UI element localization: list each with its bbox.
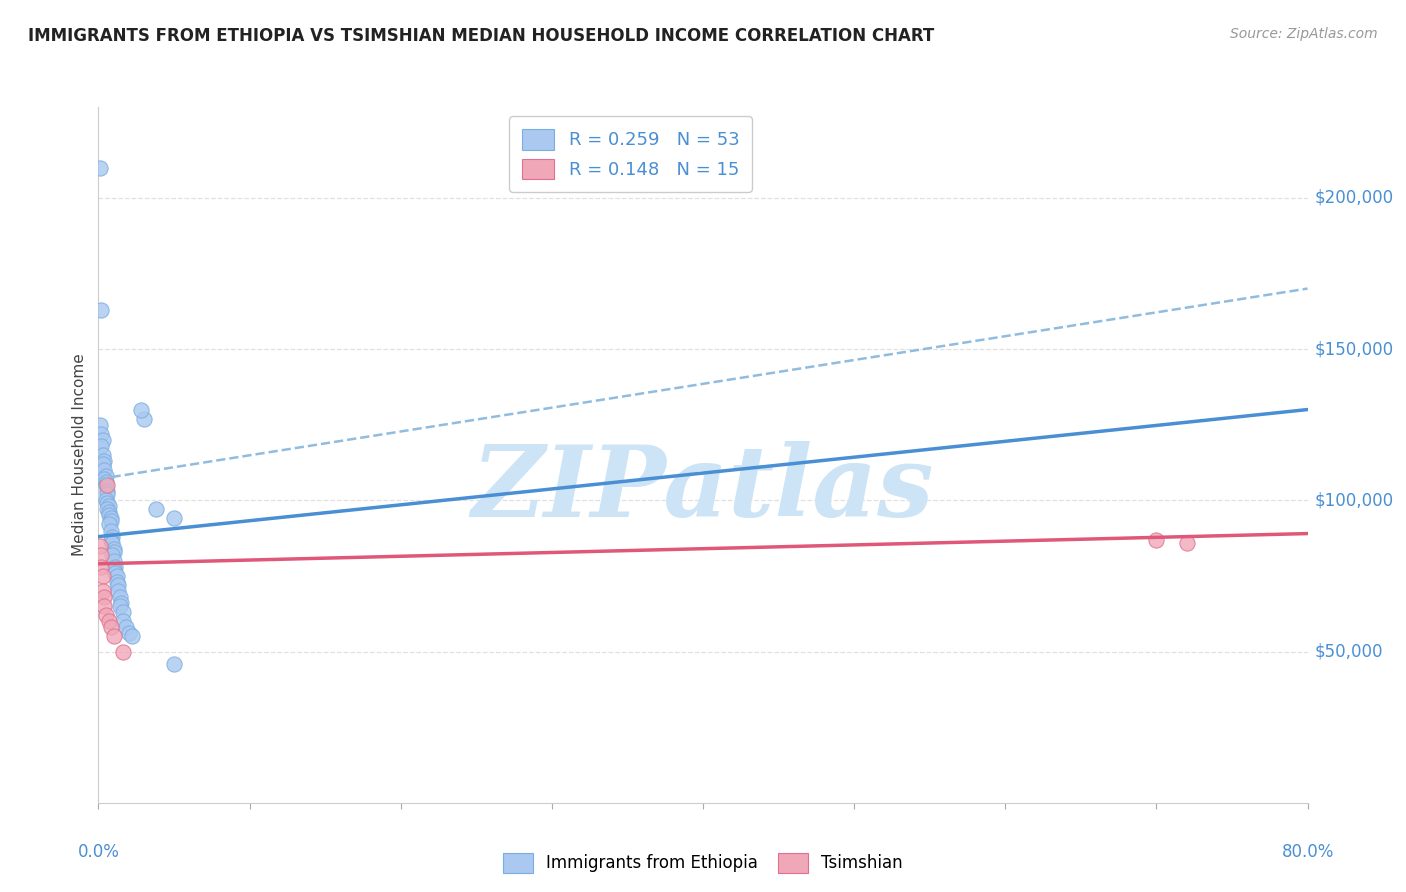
Point — [103, 629, 125, 643]
Text: 0.0%: 0.0% — [77, 843, 120, 861]
Point — [1175, 535, 1198, 549]
Point — [121, 629, 143, 643]
Point — [93, 599, 115, 614]
Point — [91, 569, 114, 583]
Point — [98, 508, 121, 523]
Point — [100, 620, 122, 634]
Point — [118, 626, 141, 640]
Point — [96, 484, 118, 499]
Point — [111, 615, 134, 629]
Legend: Immigrants from Ethiopia, Tsimshian: Immigrants from Ethiopia, Tsimshian — [496, 847, 910, 880]
Point — [89, 417, 111, 432]
Text: ZIPatlas: ZIPatlas — [472, 442, 934, 538]
Point — [100, 533, 122, 547]
Point — [110, 596, 132, 610]
Point — [101, 548, 124, 562]
Point — [105, 569, 128, 583]
Point — [94, 475, 117, 490]
Point — [93, 590, 115, 604]
Point — [94, 469, 117, 483]
Point — [90, 548, 112, 562]
Point — [91, 433, 114, 447]
Point — [98, 505, 121, 519]
Point — [103, 545, 125, 559]
Point — [107, 578, 129, 592]
Point — [132, 411, 155, 425]
Point — [98, 615, 121, 629]
Point — [111, 644, 134, 658]
Point — [96, 502, 118, 516]
Point — [101, 530, 124, 544]
Point — [163, 511, 186, 525]
Y-axis label: Median Household Income: Median Household Income — [72, 353, 87, 557]
Point — [96, 478, 118, 492]
Point — [90, 559, 112, 574]
Point — [90, 439, 112, 453]
Text: $200,000: $200,000 — [1315, 189, 1393, 207]
Point — [1144, 533, 1167, 547]
Point — [90, 302, 112, 317]
Point — [104, 566, 127, 580]
Text: IMMIGRANTS FROM ETHIOPIA VS TSIMSHIAN MEDIAN HOUSEHOLD INCOME CORRELATION CHART: IMMIGRANTS FROM ETHIOPIA VS TSIMSHIAN ME… — [28, 27, 935, 45]
Point — [91, 457, 114, 471]
Point — [101, 535, 124, 549]
Point — [94, 493, 117, 508]
Point — [114, 620, 136, 634]
Text: $150,000: $150,000 — [1315, 340, 1393, 358]
Point — [111, 605, 134, 619]
Point — [107, 584, 129, 599]
Point — [89, 161, 111, 175]
Point — [108, 590, 131, 604]
Point — [90, 426, 112, 441]
Point — [93, 472, 115, 486]
Point — [105, 574, 128, 589]
Point — [145, 502, 167, 516]
Point — [163, 657, 186, 671]
Point — [91, 584, 114, 599]
Point — [103, 563, 125, 577]
Text: $100,000: $100,000 — [1315, 491, 1393, 509]
Point — [104, 559, 127, 574]
Point — [94, 478, 117, 492]
Point — [93, 454, 115, 468]
Point — [93, 463, 115, 477]
Point — [91, 448, 114, 462]
Point — [96, 487, 118, 501]
Point — [98, 517, 121, 532]
Point — [108, 599, 131, 614]
Text: 80.0%: 80.0% — [1281, 843, 1334, 861]
Point — [94, 608, 117, 623]
Point — [100, 511, 122, 525]
Legend: R = 0.259   N = 53, R = 0.148   N = 15: R = 0.259 N = 53, R = 0.148 N = 15 — [509, 116, 752, 192]
Point — [103, 554, 125, 568]
Point — [103, 541, 125, 556]
Text: Source: ZipAtlas.com: Source: ZipAtlas.com — [1230, 27, 1378, 41]
Point — [96, 496, 118, 510]
Text: $50,000: $50,000 — [1315, 642, 1384, 661]
Point — [100, 524, 122, 538]
Point — [100, 515, 122, 529]
Point — [98, 500, 121, 514]
Point — [129, 402, 152, 417]
Point — [89, 539, 111, 553]
